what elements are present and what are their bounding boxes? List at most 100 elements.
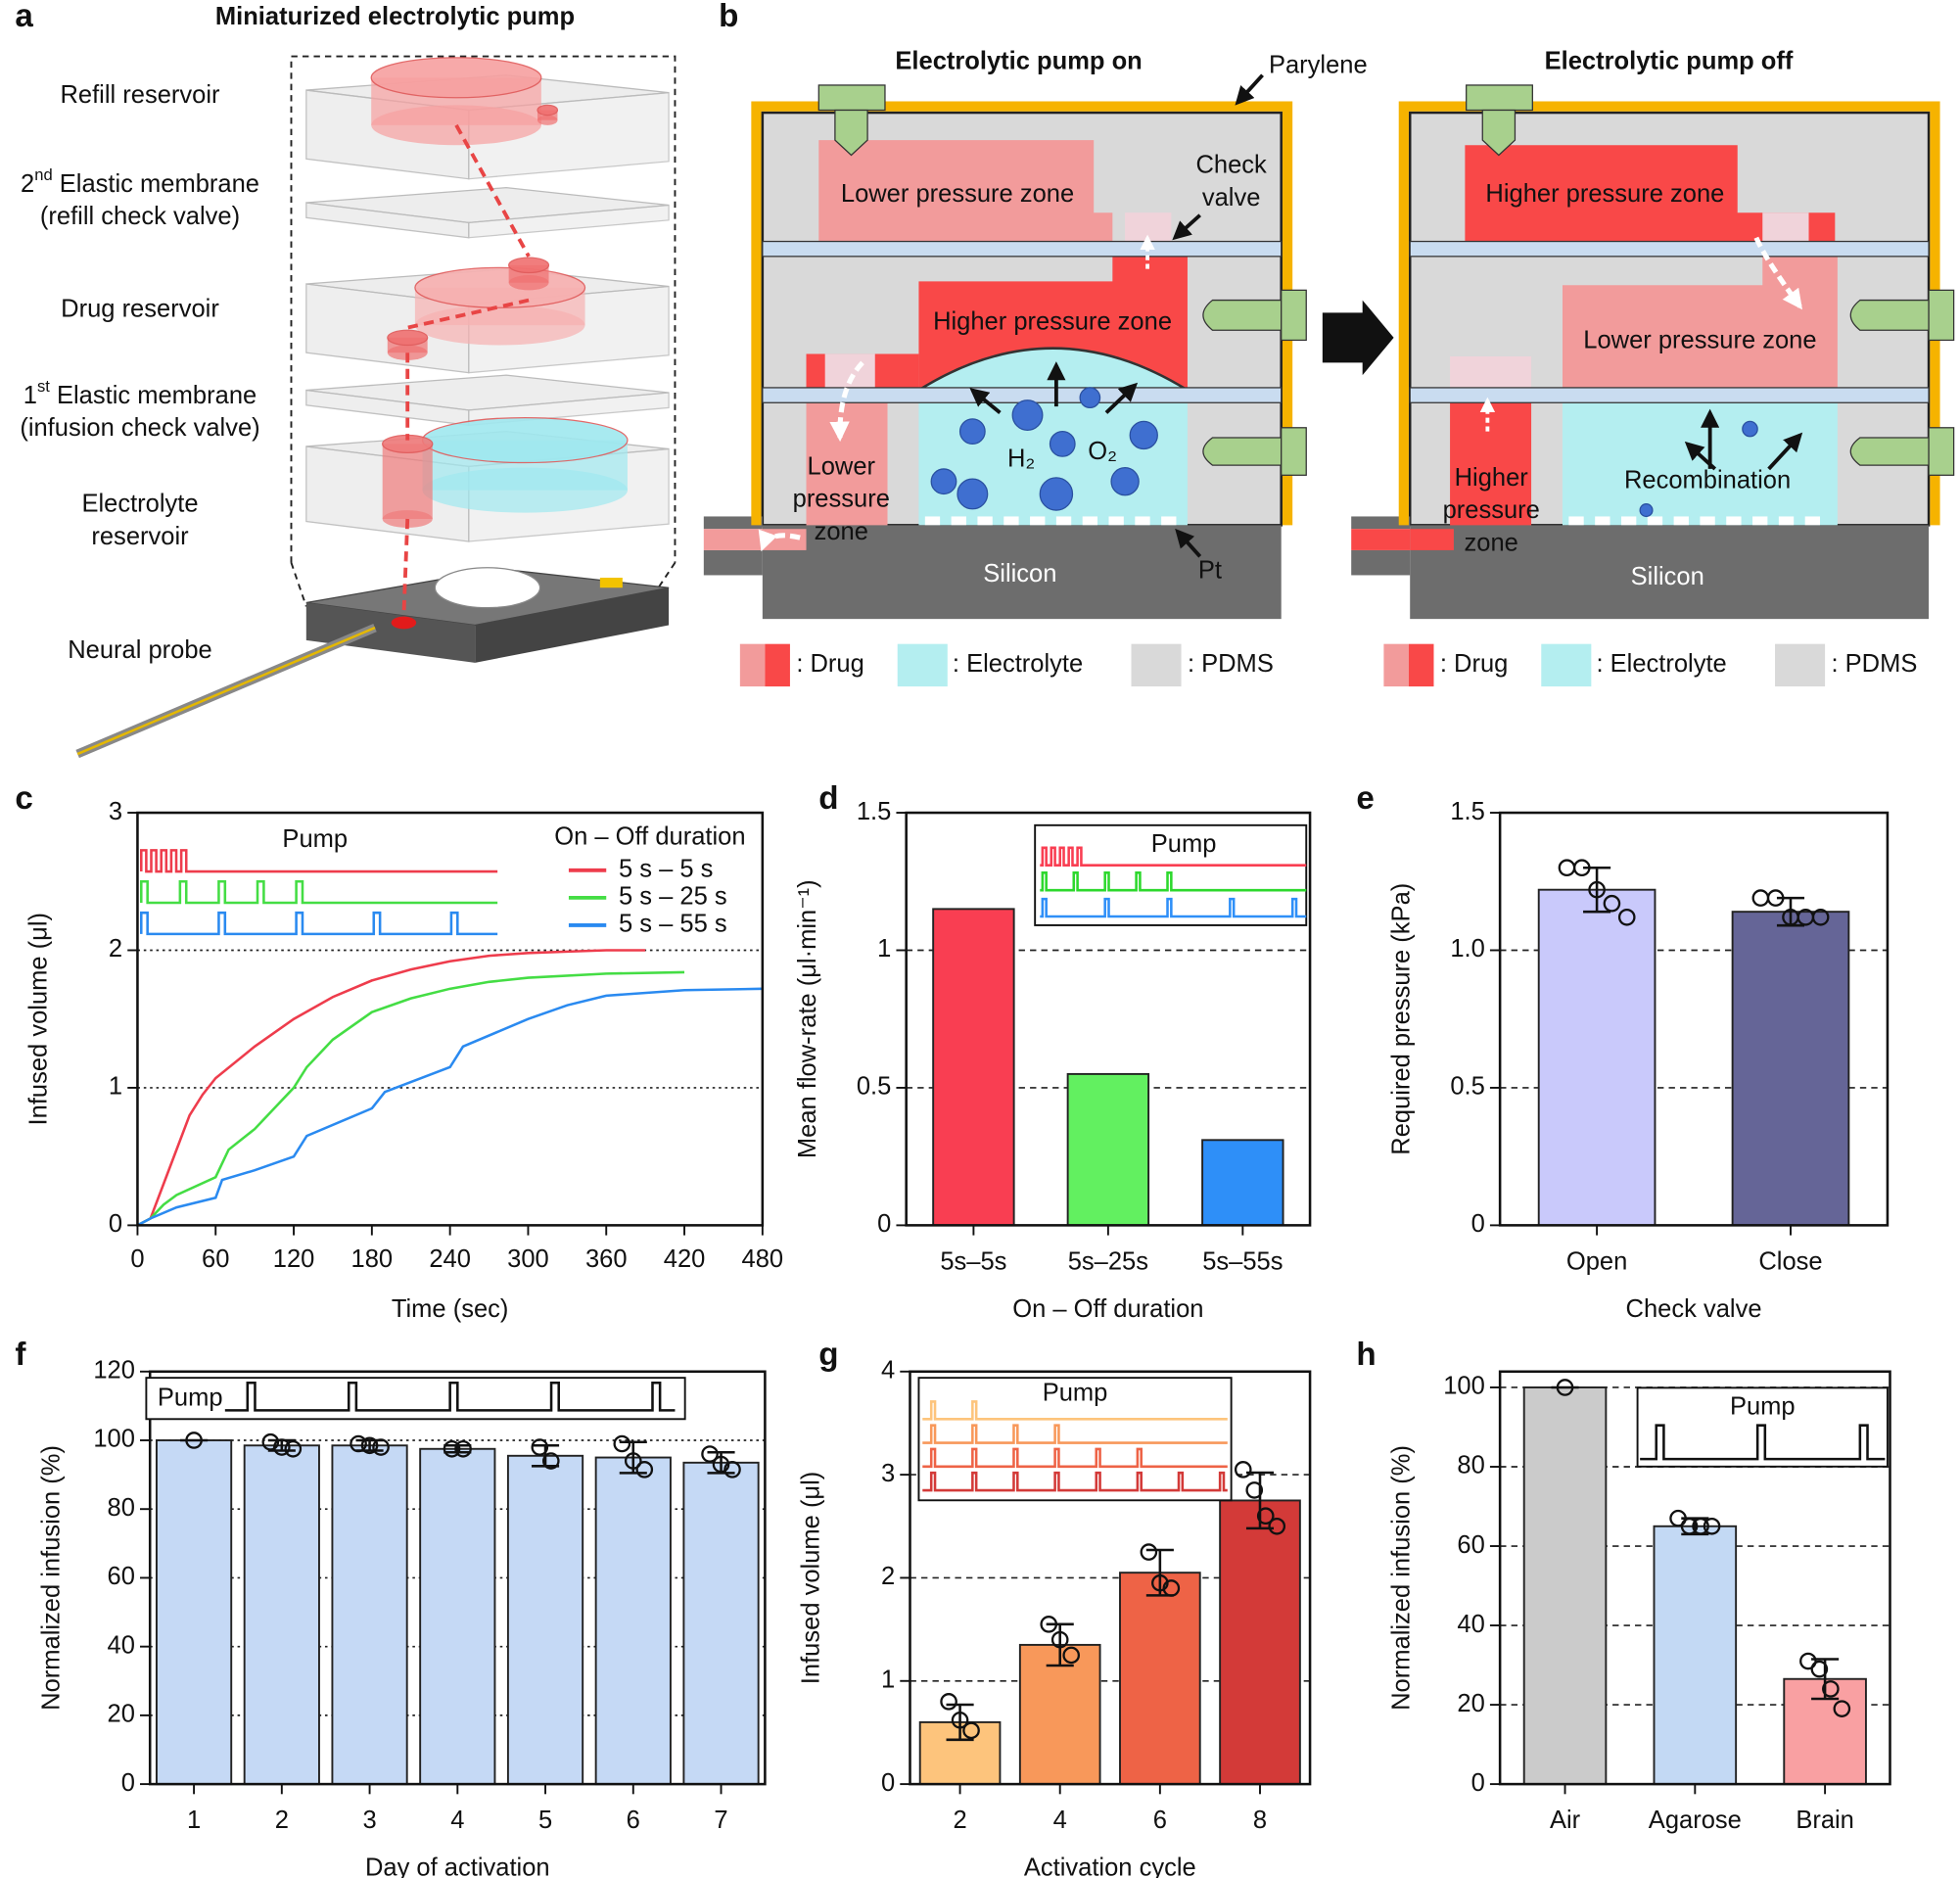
data-point: [350, 1434, 367, 1453]
membrane: [1409, 387, 1930, 403]
legend-swatch: [897, 643, 948, 687]
layer-label-part: st: [37, 377, 50, 396]
data-point: [613, 1434, 631, 1453]
bubble: [1049, 430, 1076, 457]
data-point: [284, 1439, 303, 1458]
layer-label: (refill check valve): [40, 203, 240, 230]
x-axis-label: Activation cycle: [1024, 1855, 1196, 1878]
pump-trace: [1040, 846, 1307, 867]
panel-letter: a: [15, 0, 33, 34]
data-point: [1811, 908, 1830, 926]
legend-swatch: [739, 643, 766, 687]
connector: [834, 109, 868, 157]
error-bar: [1583, 866, 1611, 914]
pointer: [1172, 213, 1201, 241]
y-tick-label: 0: [121, 1769, 135, 1797]
data-point: [1556, 1379, 1574, 1396]
connector: [1928, 427, 1955, 476]
electrode: [1595, 516, 1610, 526]
label: Higher pressure zone: [933, 307, 1172, 335]
series-line: [136, 987, 763, 1227]
bubble: [957, 478, 989, 510]
bubble: [1011, 399, 1044, 431]
y-tick-label: 40: [108, 1631, 135, 1659]
label: pressure: [1443, 496, 1540, 524]
data-point: [273, 1438, 291, 1456]
data-point: [1822, 1680, 1840, 1698]
panel-a-drawing: [75, 55, 677, 759]
transition-arrow: [1322, 300, 1394, 376]
data-point: [531, 1438, 549, 1456]
bar: [506, 1454, 584, 1786]
x-tick-label: Brain: [1796, 1807, 1854, 1834]
data-point: [1572, 859, 1591, 877]
channel: [1351, 529, 1411, 550]
reservoir: [414, 266, 586, 308]
data-point: [1766, 889, 1785, 907]
connector: [1202, 299, 1283, 331]
data-point: [372, 1438, 390, 1456]
silicon: [1351, 549, 1411, 576]
x-tick-label: 1: [187, 1807, 201, 1834]
connector: [1466, 84, 1533, 112]
electrode: [1082, 516, 1098, 526]
membrane: [762, 387, 1283, 403]
bar: [1653, 1525, 1738, 1786]
connector: [1202, 437, 1283, 466]
x-tick-label: 120: [273, 1245, 315, 1273]
legend-title: On – Off duration: [554, 822, 745, 850]
legend-label: : Drug: [1440, 650, 1508, 678]
y-tick-label: 0.5: [857, 1073, 891, 1101]
x-tick-label: 7: [714, 1807, 727, 1834]
data-point: [1245, 1481, 1264, 1499]
y-tick-label: 80: [108, 1494, 135, 1522]
y-tick-label: 1.5: [857, 798, 891, 825]
connector: [1481, 109, 1517, 157]
bar: [932, 908, 1015, 1227]
bar: [155, 1439, 233, 1786]
panel-letter: b: [719, 0, 738, 34]
data-point: [962, 1721, 980, 1740]
x-tick-label: 5s–55s: [1202, 1247, 1283, 1275]
y-tick-label: 20: [108, 1701, 135, 1728]
panel-b-drawing: [703, 73, 1955, 687]
electrode: [1726, 516, 1742, 526]
data-point: [1050, 1630, 1069, 1649]
x-tick-label: 420: [664, 1245, 706, 1273]
bar: [419, 1447, 496, 1786]
reservoir: [414, 305, 585, 346]
plot-frame: [136, 811, 765, 1227]
data-point: [261, 1432, 280, 1451]
bubble: [1742, 420, 1758, 438]
bubble: [1039, 477, 1074, 511]
x-tick-label: 60: [202, 1245, 229, 1273]
data-point: [1588, 880, 1606, 899]
label: Check: [1195, 152, 1267, 179]
y-tick-label: 0: [109, 1210, 122, 1238]
x-axis-label: Check valve: [1626, 1295, 1762, 1323]
panel-letter: g: [818, 1337, 838, 1373]
silicon: [703, 549, 763, 576]
data-point: [940, 1693, 957, 1711]
electrode: [1030, 516, 1046, 526]
flow-arrow: [406, 298, 530, 330]
arrow: [1104, 382, 1139, 414]
connector: [817, 84, 886, 112]
layer-label-part: Elastic membrane: [53, 170, 259, 198]
electrode: [1055, 516, 1072, 526]
pump-trace: [922, 1471, 1228, 1492]
inset-frame: [145, 1377, 686, 1421]
connector: [1281, 289, 1307, 342]
pump-trace: [922, 1424, 1228, 1444]
layer-label: Refill reservoir: [60, 81, 220, 109]
electrode: [1568, 516, 1584, 526]
bubble: [930, 468, 957, 495]
x-tick-label: 180: [351, 1245, 394, 1273]
chip: [305, 602, 476, 663]
panel-title: Miniaturized electrolytic pump: [215, 3, 575, 30]
region: [1125, 212, 1172, 242]
x-axis-label: On – Off duration: [1012, 1295, 1203, 1323]
x-tick-label: 2: [275, 1807, 289, 1834]
panel-letter: d: [818, 780, 838, 817]
connector: [1849, 437, 1930, 466]
